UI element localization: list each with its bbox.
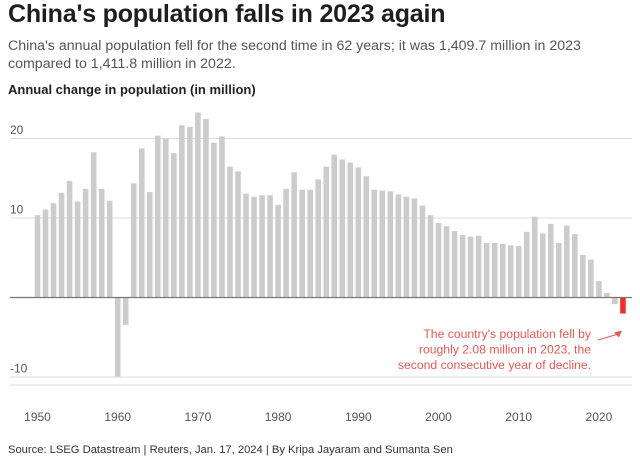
bar-2017 [572, 234, 578, 297]
bar-1995 [395, 194, 402, 297]
bar-1972 [211, 142, 217, 297]
bar-1956 [82, 188, 89, 297]
x-tick-label: 2020 [586, 410, 613, 424]
bar-2002 [451, 231, 458, 297]
bar-2008 [499, 243, 506, 297]
y-axis-label: Annual change in population (in million) [8, 82, 256, 97]
bar-1980 [275, 204, 281, 297]
bar-1957 [90, 152, 97, 297]
bar-1953 [58, 192, 65, 297]
chart-subtitle: China's annual population fell for the s… [8, 38, 581, 72]
bar-1970 [195, 112, 201, 297]
bar-1971 [203, 118, 209, 297]
bar-1996 [403, 196, 410, 297]
bar-2010 [515, 246, 522, 297]
bar-1988 [339, 159, 346, 297]
source-note: Source: LSEG Datastream | Reuters, Jan. … [8, 444, 453, 456]
bar-1967 [171, 153, 177, 297]
bar-1973 [219, 136, 225, 297]
bar-2003 [459, 234, 466, 297]
y-tick-label: 10 [10, 203, 24, 217]
bar-1983 [299, 189, 305, 297]
annotation-arrowhead [613, 330, 622, 338]
bar-1989 [347, 162, 354, 297]
bar-1976 [243, 193, 249, 297]
bar-2019 [588, 259, 594, 297]
bar-2009 [507, 245, 514, 297]
bar-1952 [50, 203, 57, 297]
bar-1981 [283, 188, 289, 297]
bar-1960 [114, 297, 121, 377]
bar-1964 [146, 192, 153, 297]
annotation-text-line: roughly 2.08 million in 2023, the [419, 343, 591, 357]
bar-2022 [612, 297, 618, 305]
annotation-text-line: second consecutive year of decline. [398, 358, 591, 372]
x-tick-label: 1960 [104, 410, 131, 424]
bar-2000 [435, 223, 442, 297]
x-tick-label: 1980 [265, 410, 292, 424]
bar-1977 [251, 196, 257, 297]
y-tick-label: -10 [10, 362, 28, 376]
bar-2004 [467, 236, 474, 297]
bar-2016 [564, 225, 570, 297]
bar-2020 [596, 281, 602, 297]
bar-1985 [315, 179, 321, 297]
x-tick-label: 1950 [24, 410, 51, 424]
bar-1975 [235, 171, 241, 297]
bar-2021 [604, 293, 610, 297]
x-tick-label: 2010 [505, 410, 532, 424]
bar-1998 [419, 205, 426, 297]
bar-1984 [307, 189, 313, 297]
bar-1978 [259, 195, 265, 297]
bar-1992 [371, 189, 378, 297]
bar-1974 [227, 166, 233, 297]
bar-1954 [66, 180, 73, 297]
bar-2011 [523, 231, 530, 297]
chart-title: China's population falls in 2023 again [8, 0, 446, 28]
y-tick-label: 20 [10, 123, 24, 137]
bar-2014 [547, 223, 554, 297]
bar-1958 [98, 188, 105, 297]
bar-1999 [427, 215, 434, 297]
bar-1991 [363, 176, 370, 297]
x-tick-label: 2000 [425, 410, 452, 424]
bar-1965 [155, 135, 161, 297]
bar-1951 [42, 209, 49, 297]
bar-2018 [580, 254, 586, 297]
bar-1982 [291, 172, 297, 297]
bar-2013 [539, 233, 546, 297]
x-tick-label: 1970 [185, 410, 212, 424]
bar-1962 [130, 183, 137, 297]
bar-1990 [355, 167, 362, 297]
bar-2023 [620, 297, 626, 314]
bar-1994 [387, 191, 394, 297]
bar-1979 [267, 195, 273, 297]
bar-1955 [74, 201, 81, 297]
bar-1986 [323, 166, 330, 297]
bar-1993 [379, 190, 386, 297]
bar-1968 [179, 125, 185, 297]
bar-1997 [411, 198, 418, 297]
bar-1961 [122, 297, 129, 325]
bar-1963 [138, 148, 145, 297]
bar-1966 [163, 138, 169, 297]
x-tick-label: 1990 [345, 410, 372, 424]
bar-2001 [443, 226, 450, 297]
bar-1987 [331, 154, 338, 297]
bar-1969 [187, 126, 193, 298]
bar-1959 [106, 200, 113, 297]
annotation-text-line: The country's population fell by [423, 327, 592, 341]
bar-2012 [531, 216, 538, 297]
bar-2015 [556, 242, 562, 297]
bar-2006 [483, 242, 490, 297]
bar-2005 [475, 235, 482, 297]
bar-2007 [491, 242, 498, 297]
bar-1950 [34, 215, 41, 297]
